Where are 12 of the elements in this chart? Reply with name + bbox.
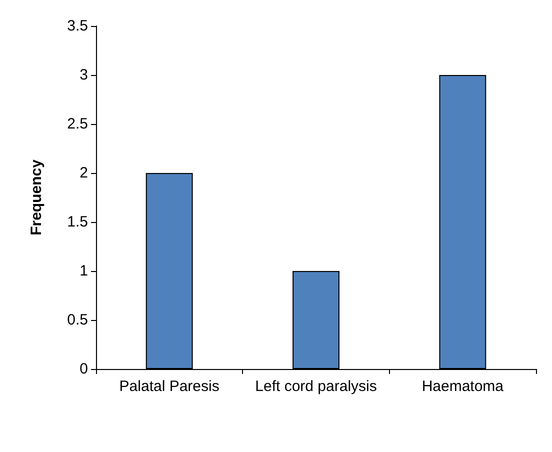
x-tick-label: Left cord paralysis (255, 378, 377, 395)
x-tick-label: Palatal Paresis (119, 378, 220, 395)
y-tick-label: 1 (80, 262, 88, 280)
y-tick-label: 0.5 (67, 312, 88, 328)
y-axis-title: Frequency (28, 158, 45, 236)
x-tick-label: Haematoma (422, 378, 504, 395)
y-tick-label: 3.5 (67, 18, 88, 34)
y-tick-label: 2 (80, 164, 88, 182)
y-tick-label: 3 (80, 66, 88, 84)
y-tick-label: 2.5 (67, 116, 88, 132)
y-tick-label: 0 (80, 360, 88, 378)
y-tick-label: 1.5 (67, 214, 88, 230)
